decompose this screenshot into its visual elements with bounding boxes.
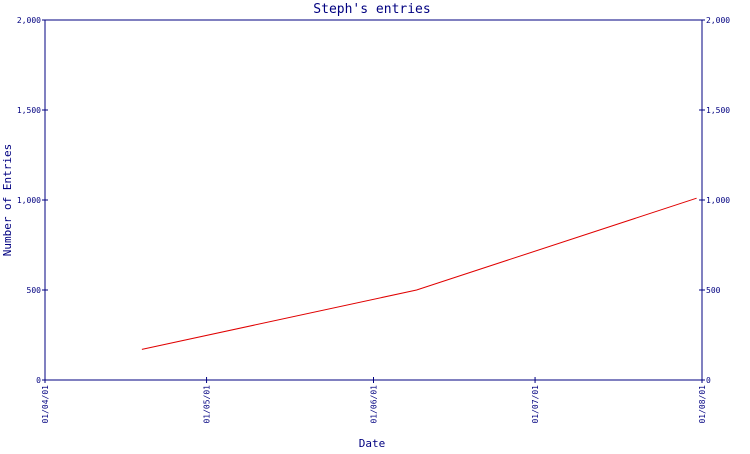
x-tick-label: 01/06/01 [370,385,379,424]
y-axis-label: Number of Entries [1,144,14,257]
y-ticks-left: 0 500 1,000 1,500 2,000 [17,16,48,385]
x-tick-label: 01/05/01 [203,385,212,424]
plot-frame [45,20,702,380]
y-tick-label-left: 500 [27,286,42,295]
series-layer [142,198,697,349]
chart-title: Steph's entries [313,2,430,17]
series-line [142,198,697,349]
y-tick-label-left: 0 [36,376,41,385]
y-tick-label-right: 1,000 [706,196,730,205]
y-ticks-right: 0 500 1,000 1,500 2,000 [699,16,730,385]
y-tick-label-left: 1,000 [17,196,41,205]
y-tick-label-right: 0 [706,376,711,385]
y-tick-label-right: 1,500 [706,106,730,115]
y-tick-label-left: 1,500 [17,106,41,115]
y-tick-label-right: 2,000 [706,16,730,25]
x-tick-label: 01/07/01 [531,385,540,424]
y-tick-label-left: 2,000 [17,16,41,25]
x-axis-label: Date [359,437,386,450]
x-tick-label: 01/04/01 [41,385,50,424]
x-ticks: 01/04/01 01/05/01 01/06/01 01/07/01 01/08/01 [41,377,707,424]
x-tick-label: 01/08/01 [698,385,707,424]
y-tick-label-right: 500 [706,286,721,295]
